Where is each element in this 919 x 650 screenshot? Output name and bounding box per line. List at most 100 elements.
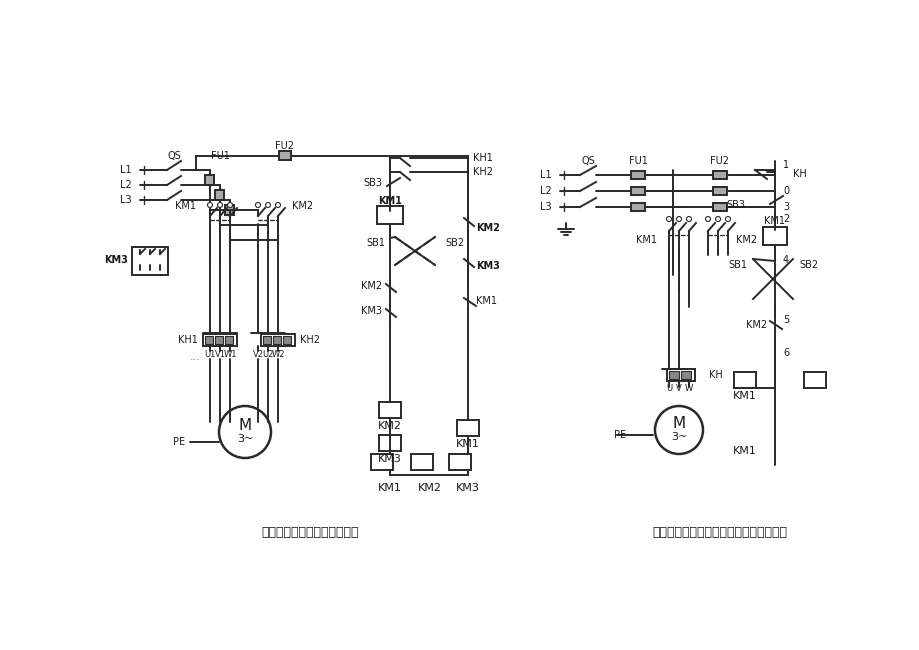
Bar <box>261 334 295 346</box>
Text: W2: W2 <box>271 350 285 359</box>
Text: KM2: KM2 <box>291 201 312 211</box>
Bar <box>803 372 825 388</box>
Bar <box>448 454 471 470</box>
Text: KM1: KM1 <box>456 439 480 449</box>
Bar <box>680 371 690 379</box>
Text: KM2: KM2 <box>360 281 381 291</box>
Bar <box>215 336 222 344</box>
Text: KH1: KH1 <box>472 153 493 163</box>
Text: KM1: KM1 <box>732 446 756 456</box>
Text: PE: PE <box>173 437 185 447</box>
Text: KM3: KM3 <box>378 454 402 464</box>
Text: KH2: KH2 <box>300 335 320 345</box>
Circle shape <box>275 203 280 207</box>
Bar <box>273 336 280 344</box>
Circle shape <box>665 216 671 222</box>
Circle shape <box>227 203 233 207</box>
Bar <box>225 336 233 344</box>
Bar <box>733 372 755 388</box>
Text: SB2: SB2 <box>445 238 463 248</box>
Bar <box>203 334 237 346</box>
Text: L3: L3 <box>539 202 551 212</box>
Bar <box>666 369 694 381</box>
Circle shape <box>725 216 730 222</box>
Text: W1: W1 <box>223 350 236 359</box>
Text: L2: L2 <box>120 180 131 190</box>
Circle shape <box>208 203 212 207</box>
Text: 接触器控制双速电动机电路图: 接触器控制双速电动机电路图 <box>261 525 358 538</box>
Text: SB1: SB1 <box>727 260 746 270</box>
Text: V2: V2 <box>252 350 263 359</box>
Text: W: W <box>684 385 692 393</box>
Bar <box>377 206 403 224</box>
Text: SB1: SB1 <box>366 238 384 248</box>
Text: KM1: KM1 <box>764 216 785 226</box>
Text: KH: KH <box>709 370 722 380</box>
Text: KM1: KM1 <box>175 201 196 211</box>
Text: QS: QS <box>167 151 181 161</box>
Text: KM2: KM2 <box>475 223 499 233</box>
Circle shape <box>686 216 691 222</box>
Text: 2: 2 <box>782 214 789 224</box>
Bar <box>762 227 786 245</box>
Text: 3: 3 <box>782 202 789 212</box>
Bar <box>457 420 479 436</box>
Text: L3: L3 <box>120 195 131 205</box>
Text: FU2: FU2 <box>709 156 729 166</box>
Text: 0: 0 <box>782 186 789 196</box>
Bar <box>205 175 214 185</box>
Bar <box>668 371 678 379</box>
Text: KM2: KM2 <box>378 421 402 431</box>
Bar <box>278 151 290 161</box>
Bar <box>263 336 271 344</box>
Bar <box>630 171 644 179</box>
Text: 6: 6 <box>782 348 789 358</box>
Text: ···: ··· <box>189 355 200 365</box>
Text: KM1: KM1 <box>732 391 756 401</box>
Text: U: U <box>665 385 672 393</box>
Text: KM2: KM2 <box>735 235 756 245</box>
Circle shape <box>675 216 681 222</box>
Text: KM2: KM2 <box>417 483 441 493</box>
Text: KH: KH <box>792 169 806 179</box>
Bar <box>379 402 401 418</box>
Text: M: M <box>238 419 251 434</box>
Circle shape <box>219 406 271 458</box>
Text: KM3: KM3 <box>360 306 381 316</box>
Circle shape <box>654 406 702 454</box>
Text: V1: V1 <box>214 350 225 359</box>
Text: 按钮和接触器双重联锁正反转控制电路图: 按钮和接触器双重联锁正反转控制电路图 <box>652 525 787 538</box>
Text: SB3: SB3 <box>725 200 744 210</box>
Bar <box>131 247 168 275</box>
Bar <box>370 454 392 470</box>
Bar <box>215 190 224 200</box>
Bar <box>225 205 234 215</box>
Text: L2: L2 <box>539 186 551 196</box>
Text: QS: QS <box>581 156 595 166</box>
Circle shape <box>255 203 260 207</box>
Circle shape <box>715 216 720 222</box>
Text: KM1: KM1 <box>475 296 496 306</box>
Text: KM1: KM1 <box>378 483 402 493</box>
Text: 3~: 3~ <box>670 432 686 442</box>
Bar <box>712 187 726 195</box>
Text: FU1: FU1 <box>210 151 229 161</box>
Text: FU1: FU1 <box>628 156 647 166</box>
Text: KM3: KM3 <box>475 261 499 271</box>
Bar <box>630 203 644 211</box>
Circle shape <box>266 203 270 207</box>
Text: KH1: KH1 <box>178 335 198 345</box>
Text: SB3: SB3 <box>363 178 381 188</box>
Text: SB2: SB2 <box>798 260 817 270</box>
Bar <box>712 203 726 211</box>
Bar <box>205 336 213 344</box>
Text: KM1: KM1 <box>635 235 656 245</box>
Text: FU2: FU2 <box>275 141 294 151</box>
Text: KM3: KM3 <box>104 255 128 265</box>
Bar <box>379 435 401 451</box>
Bar <box>411 454 433 470</box>
Bar <box>712 171 726 179</box>
Text: M: M <box>672 417 685 432</box>
Text: PE: PE <box>613 430 626 440</box>
Text: 5: 5 <box>782 315 789 325</box>
